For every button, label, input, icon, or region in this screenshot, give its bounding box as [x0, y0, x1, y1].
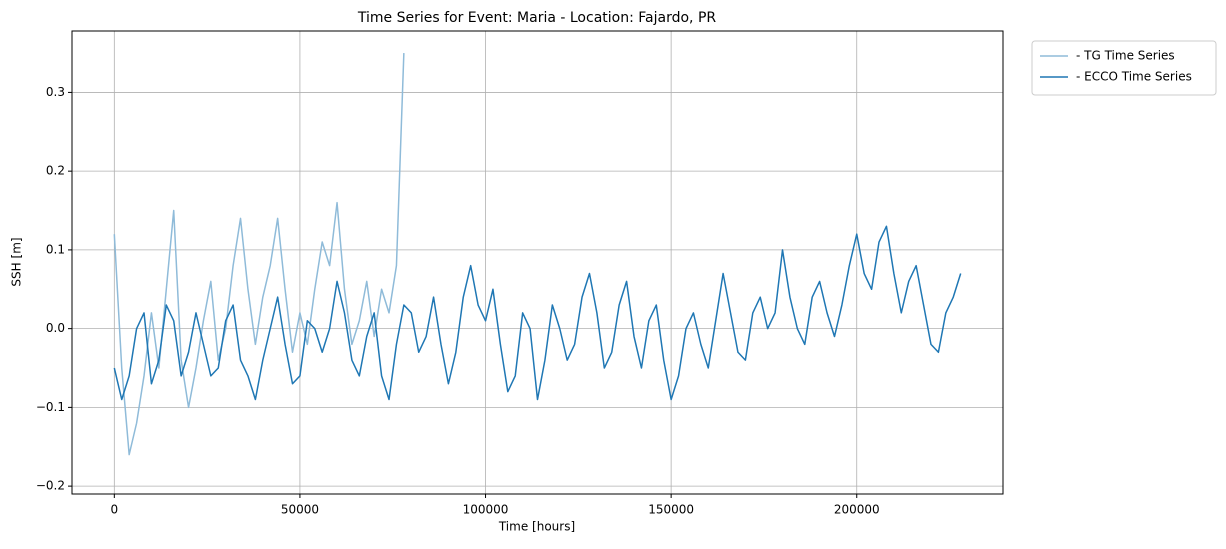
x-tick-label: 50000: [281, 503, 319, 517]
legend-box: [1031, 40, 1217, 96]
y-tick-label: 0.2: [46, 164, 65, 178]
y-tick-label: 0.1: [46, 242, 65, 256]
y-axis-label: SSH [m]: [10, 237, 24, 286]
series-line: [113, 225, 962, 401]
plot-lines: [113, 53, 962, 456]
plot-frame: [71, 30, 1004, 495]
y-tick-label: −0.1: [36, 400, 65, 414]
y-tick-label: 0.3: [46, 85, 65, 99]
x-tick-label: 100000: [463, 503, 509, 517]
series-line: [113, 53, 405, 456]
grid: [72, 31, 1003, 494]
x-tick-label: 150000: [648, 503, 694, 517]
y-tick-label: −0.2: [36, 479, 65, 493]
x-tick-label: 0: [110, 503, 118, 517]
legend: - TG Time Series - ECCO Time Series: [1031, 40, 1217, 96]
legend-label: - TG Time Series: [1076, 49, 1175, 63]
y-tick-label: 0.0: [46, 321, 65, 335]
x-tick-label: 200000: [834, 503, 880, 517]
x-axis-label: Time [hours]: [498, 520, 575, 534]
chart-title: Time Series for Event: Maria - Location:…: [357, 10, 717, 26]
legend-label: - ECCO Time Series: [1076, 70, 1192, 84]
